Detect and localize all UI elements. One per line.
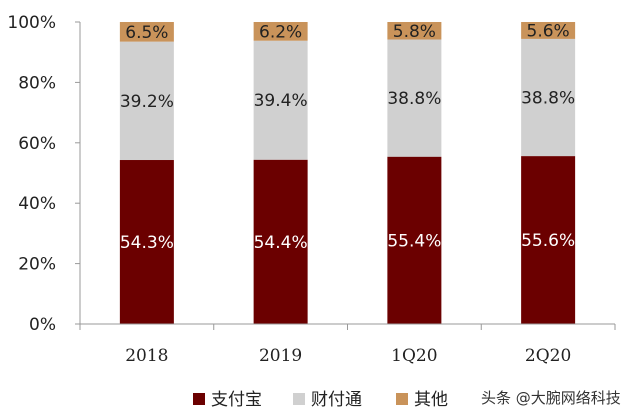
data-label: 6.2% <box>259 22 302 42</box>
legend-swatch <box>396 393 408 405</box>
bar-segment <box>521 156 576 324</box>
data-label: 5.8% <box>393 22 436 42</box>
data-label: 38.8% <box>387 89 441 109</box>
data-label: 5.6% <box>527 21 570 41</box>
y-tick-label: 60% <box>18 134 56 154</box>
y-tick-label: 0% <box>29 315 56 335</box>
bar-segment <box>119 41 174 161</box>
watermark: 头条 @大腕网络科技 <box>481 389 621 407</box>
bar-segment <box>253 40 308 160</box>
bar-segment <box>521 22 576 39</box>
x-tick-label: 2Q20 <box>525 346 571 366</box>
bars-group <box>119 22 576 324</box>
y-tick-label: 40% <box>18 194 56 214</box>
data-label: 54.4% <box>254 233 308 253</box>
y-tick-label: 20% <box>18 255 56 275</box>
bar-segment <box>119 22 174 42</box>
bar-segment <box>387 39 442 157</box>
legend-swatch <box>193 393 205 405</box>
bar-segment <box>253 22 308 41</box>
y-tick-label: 100% <box>7 13 56 33</box>
y-tick-label: 80% <box>18 73 56 93</box>
data-label: 39.4% <box>254 91 308 111</box>
bar-segment <box>387 22 442 40</box>
bar-segment <box>521 38 576 157</box>
data-labels-group: 54.3% 39.2% 6.5% 54.4% 39.4% 6.2% 55.4% 38.8% 5.… <box>120 21 575 253</box>
legend-label: 财付通 <box>311 390 362 410</box>
legend-label: 其他 <box>414 390 448 410</box>
bar-segment <box>387 156 442 324</box>
x-tick-label: 2018 <box>125 346 168 366</box>
data-label: 55.4% <box>387 231 441 251</box>
x-tick-label: 2019 <box>259 346 302 366</box>
legend-swatch <box>293 393 305 405</box>
x-tick-label: 1Q20 <box>391 346 437 366</box>
data-label: 38.8% <box>521 89 575 109</box>
legend-label: 支付宝 <box>211 390 262 410</box>
data-label: 54.3% <box>120 233 174 253</box>
data-label: 39.2% <box>120 92 174 112</box>
bar-segment <box>253 159 308 324</box>
axes-group: 0% 20% 40% 60% 80% 100% 2018 2019 1Q20 2Q20 <box>7 13 616 366</box>
data-label: 55.6% <box>521 231 575 251</box>
data-label: 6.5% <box>125 23 168 43</box>
legend: 支付宝 财付通 其他 <box>193 390 448 410</box>
bar-segment <box>119 160 174 324</box>
